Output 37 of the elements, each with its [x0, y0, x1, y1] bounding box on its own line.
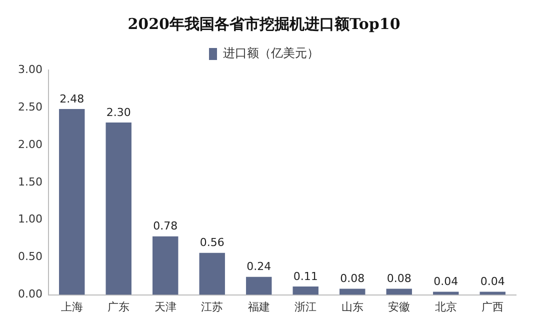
y-tick-label: 1.00: [18, 212, 42, 226]
x-tick-label: 广东: [108, 300, 130, 314]
bar: [340, 288, 366, 295]
data-label: 0.56: [200, 236, 224, 250]
bar: [152, 236, 178, 295]
data-label: 0.04: [434, 275, 458, 288]
y-tick-label: 2.50: [18, 100, 42, 114]
x-tick-label: 安徽: [388, 300, 410, 314]
x-tick-label: 北京: [434, 300, 457, 314]
data-label: 2.30: [106, 106, 131, 119]
x-tick-label: 山东: [341, 300, 364, 314]
bar: [106, 122, 132, 295]
data-label: 2.48: [60, 92, 84, 106]
x-tick-label: 江苏: [201, 300, 224, 314]
data-label: 0.08: [386, 272, 412, 286]
bar: [59, 108, 85, 295]
x-tick-label: 福建: [248, 300, 270, 314]
chart-title: 2020年我国各省市挖掘机进口额Top10: [128, 14, 400, 33]
data-label: 0.04: [480, 275, 505, 288]
data-label: 0.11: [293, 270, 318, 283]
x-tick-label: 广西: [482, 300, 504, 314]
bar: [199, 252, 225, 295]
y-tick-label: 1.50: [18, 175, 42, 188]
legend-label: 进口额（亿美元）: [223, 46, 319, 60]
y-tick-label: 0.50: [18, 250, 42, 264]
data-label: 0.08: [340, 272, 365, 286]
x-tick-label: 上海: [60, 300, 83, 314]
data-label: 0.24: [246, 260, 272, 274]
bar: [246, 276, 272, 295]
x-tick-label: 天津: [154, 300, 176, 314]
y-tick-label: 2.00: [18, 138, 42, 151]
bar: [292, 286, 318, 295]
data-label: 0.78: [153, 220, 178, 233]
bar: [386, 288, 412, 295]
y-tick-label: 3.00: [18, 62, 42, 76]
y-tick-label: 0.00: [18, 288, 42, 301]
x-tick-label: 浙江: [294, 300, 317, 314]
